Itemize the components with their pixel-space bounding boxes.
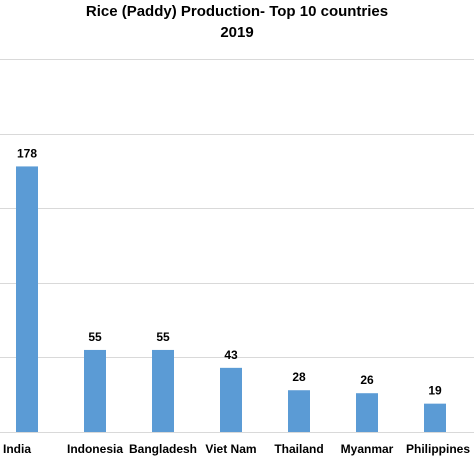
x-axis-tick-labels: India Indonesia Bangladesh Viet Nam Thailand… bbox=[3, 442, 470, 456]
data-label-myanmar: 26 bbox=[360, 373, 374, 387]
x-tick-label-bangladesh: Bangladesh bbox=[129, 442, 197, 456]
data-label-philippines: 19 bbox=[428, 384, 442, 398]
bar-myanmar bbox=[356, 393, 378, 432]
x-tick-label-myanmar: Myanmar bbox=[341, 442, 394, 456]
data-label-thailand: 28 bbox=[292, 370, 306, 384]
x-tick-label-thailand: Thailand bbox=[274, 442, 323, 456]
data-label-india: 178 bbox=[17, 146, 37, 160]
data-label-indonesia: 55 bbox=[88, 330, 102, 344]
data-labels: 178 55 55 43 28 26 19 bbox=[17, 146, 442, 397]
bar-bangladesh bbox=[152, 349, 174, 432]
bar-philippines bbox=[424, 403, 446, 432]
bar-india bbox=[16, 166, 38, 432]
bars bbox=[16, 166, 446, 432]
gridlines bbox=[0, 59, 474, 433]
x-tick-label-viet-nam: Viet Nam bbox=[205, 442, 256, 456]
chart-title-group: Rice (Paddy) Production- Top 10 countrie… bbox=[86, 3, 388, 41]
x-tick-label-indonesia: Indonesia bbox=[67, 442, 123, 456]
data-label-viet-nam: 43 bbox=[224, 348, 238, 362]
data-label-bangladesh: 55 bbox=[156, 330, 170, 344]
chart-title: Rice (Paddy) Production- Top 10 countrie… bbox=[86, 3, 388, 20]
chart-subtitle: 2019 bbox=[220, 24, 253, 41]
x-tick-label-india: India bbox=[3, 442, 31, 456]
bar-thailand bbox=[288, 390, 310, 432]
bar-indonesia bbox=[84, 349, 106, 432]
x-tick-label-philippines: Philippines bbox=[406, 442, 470, 456]
bar-viet-nam bbox=[220, 367, 242, 432]
